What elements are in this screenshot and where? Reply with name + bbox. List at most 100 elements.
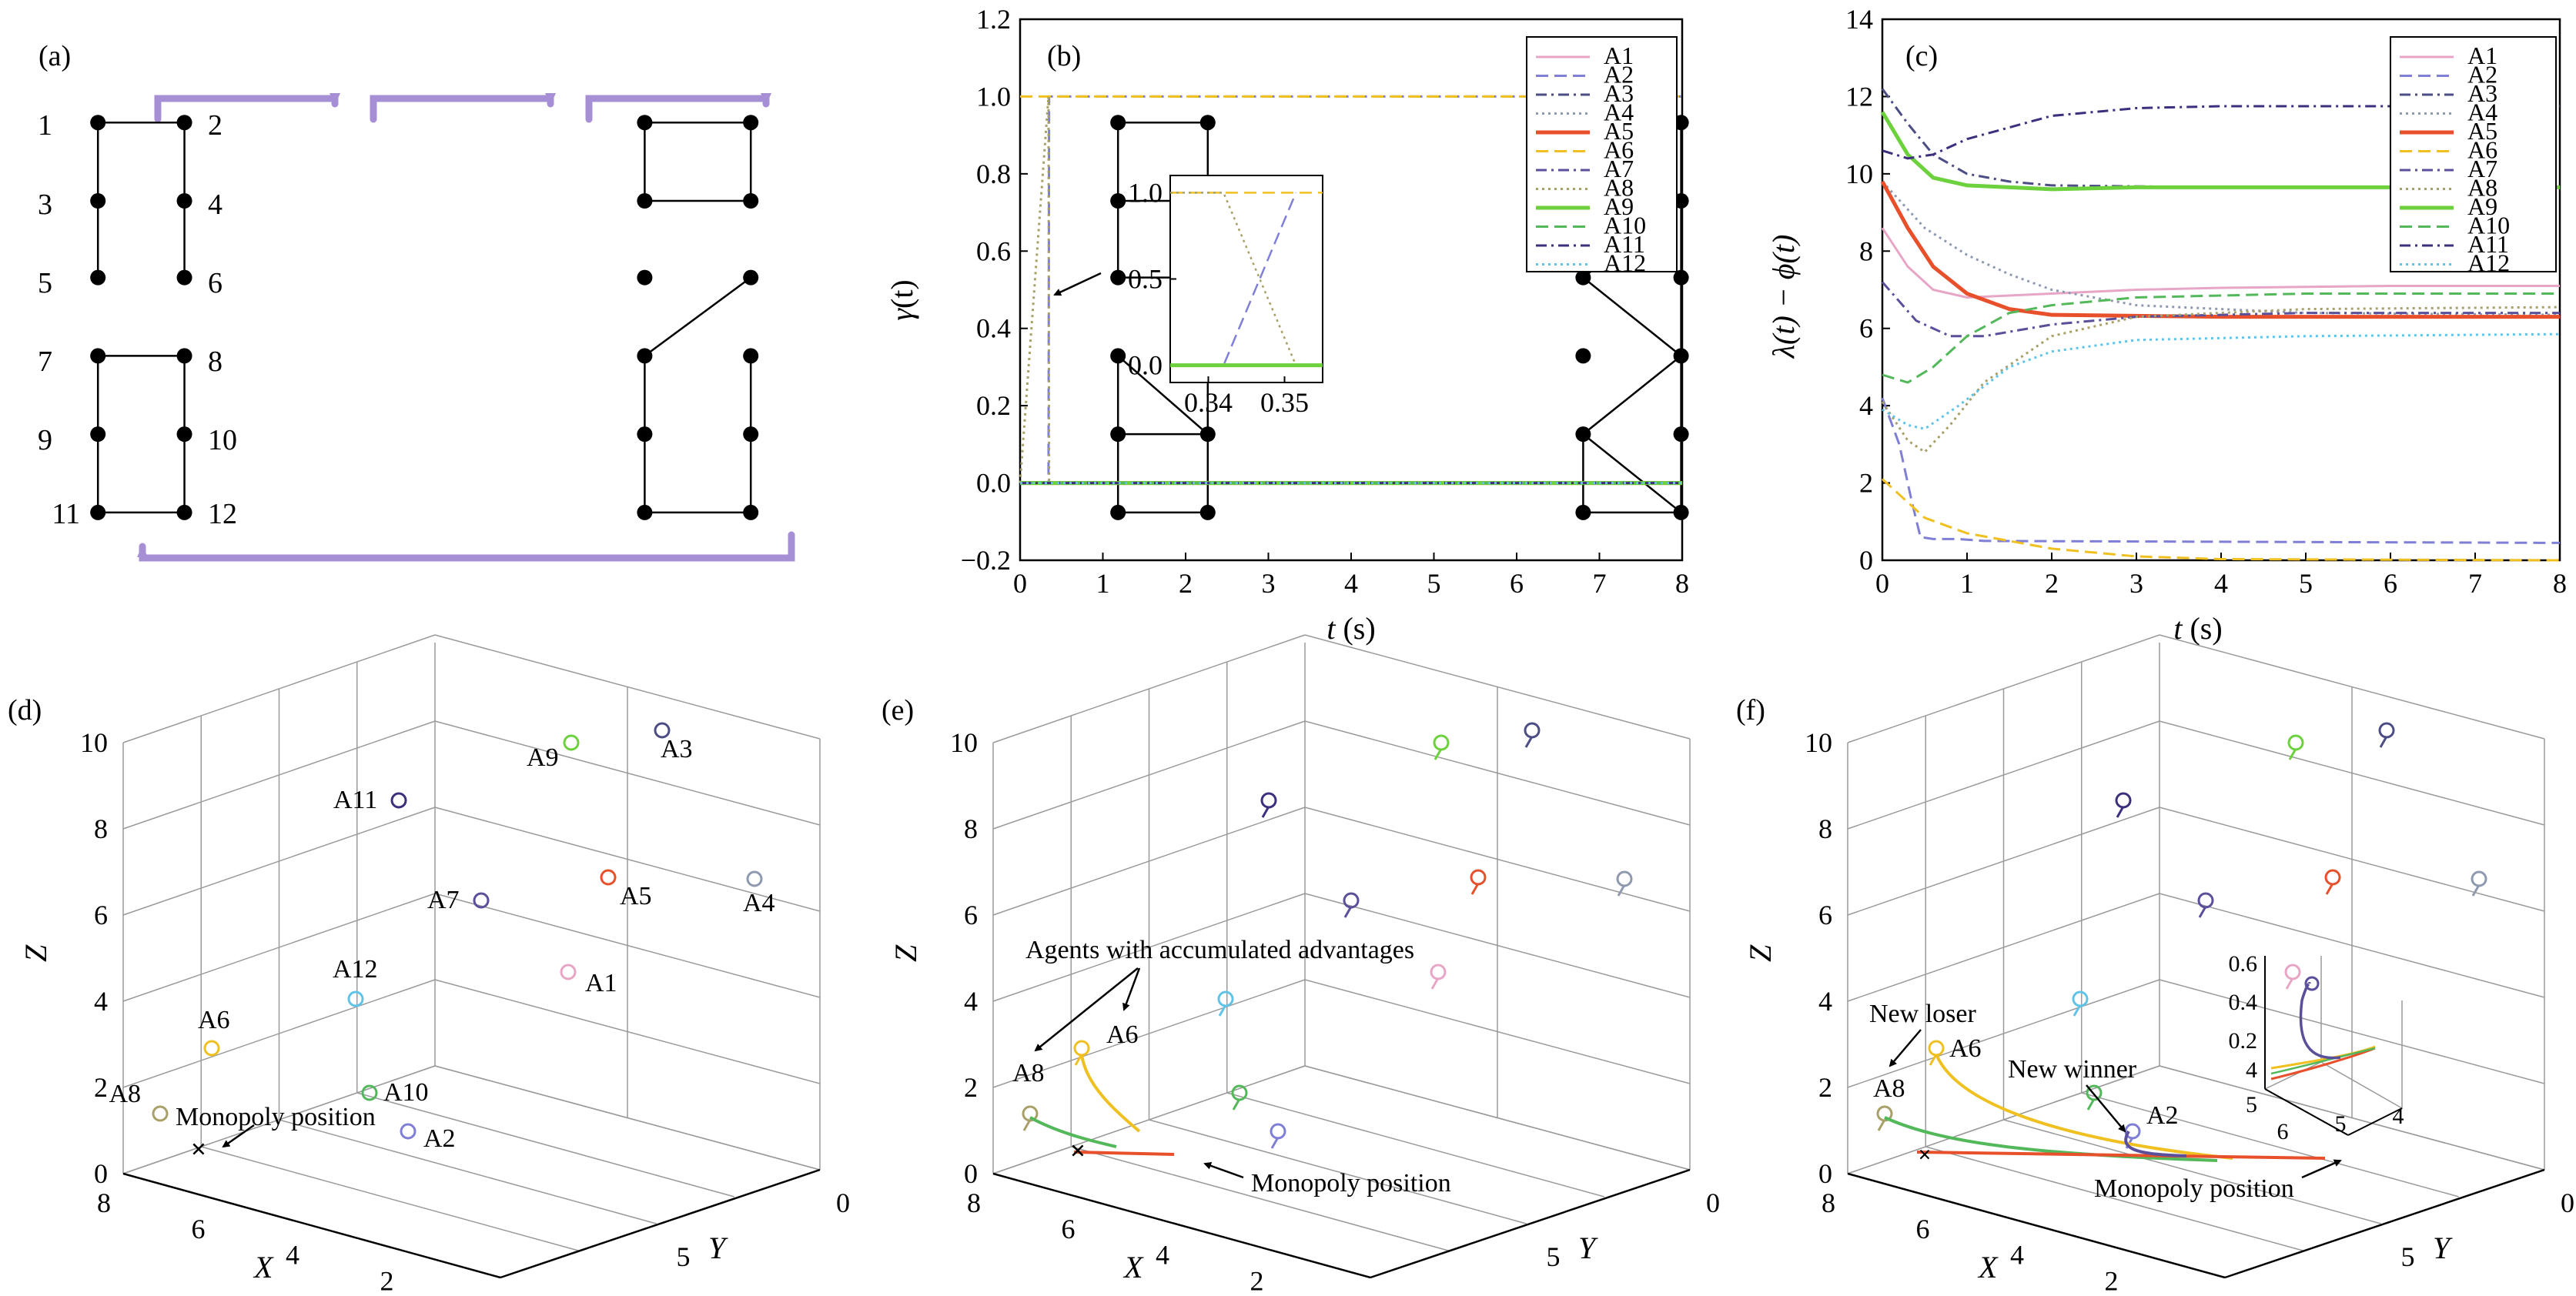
x-tick-label: 8	[1675, 568, 1689, 599]
y-tick-label: 5	[677, 1241, 691, 1272]
inset-y-tick-label: 5	[2246, 1092, 2257, 1117]
legend-entry-a1: A1	[2467, 42, 2497, 69]
annotation-a6: A6	[1106, 1020, 1139, 1049]
legend-entry-a11: A11	[2467, 230, 2509, 258]
x-tick-label: 1	[1096, 568, 1110, 599]
graph-node	[1110, 348, 1126, 364]
y-tick-label: 0	[2561, 1187, 2574, 1218]
series-line-a6	[1881, 478, 2561, 562]
graph-edge	[1117, 355, 1209, 436]
node-label-4: 4	[208, 189, 222, 221]
graph-node	[1575, 348, 1591, 364]
floor-grid	[1071, 1146, 1449, 1251]
trajectories	[1884, 1054, 2326, 1162]
trajectories	[1029, 1054, 1175, 1156]
series-line-a3	[1881, 88, 2560, 189]
y-tick-label: 0.2	[976, 390, 1011, 421]
trajectory-a6	[1935, 1054, 2233, 1160]
x-tick-label: 0	[1344, 1291, 1358, 1296]
switch-arrow-1	[154, 93, 340, 123]
topology-2	[637, 115, 759, 520]
floor-grid	[1149, 1119, 1527, 1224]
agent-tail-a8	[1022, 1119, 1032, 1131]
graph-node	[637, 348, 653, 364]
legend-entry-a8: A8	[1604, 174, 1634, 202]
y-tick-label: 0.4	[976, 313, 1011, 344]
x-tick-label: 6	[192, 1214, 206, 1244]
monopoly-annotation: Monopoly position	[1251, 1169, 1451, 1197]
agent-point-a11	[2115, 792, 2132, 809]
panel-c-series	[1880, 88, 2561, 562]
y-axis-line	[2224, 1168, 2545, 1279]
inset-z-tick-label: 0.4	[2229, 990, 2258, 1015]
graph-node	[743, 115, 759, 131]
agent-point-a6	[203, 1040, 220, 1057]
monopoly-marker: ×	[1070, 1135, 1086, 1166]
agent-tail-a9	[2288, 748, 2297, 760]
graph-node	[637, 269, 653, 286]
inset-y-tick-label: 1.0	[1128, 177, 1163, 208]
graph-node	[1575, 269, 1591, 286]
box-ticks-f: 0246810864201050XYZ	[1743, 727, 2574, 1296]
inset-x-tick-label: 5	[2335, 1111, 2347, 1137]
agent-point-a3	[1524, 722, 1541, 739]
graph-node	[743, 426, 759, 443]
y-axis-label: Y	[708, 1231, 728, 1265]
panel-b-ticks: 0 1 2 3 4 5 6 7 8 −0.2 0.0 0.2 0.4 0.6 0.8 1.0 1.2	[961, 4, 1689, 599]
graph-edge	[1582, 355, 1682, 436]
z-tick-label: 6	[94, 900, 108, 930]
legend-entry-a6: A6	[1604, 136, 1634, 164]
inset-back-wall	[2320, 956, 2403, 1110]
agent-tail-a8	[1877, 1119, 1886, 1131]
agent-label-a9: A9	[527, 743, 559, 772]
agent-tail-a1	[1430, 977, 1440, 990]
z-tick-label: 10	[1805, 727, 1832, 758]
graph-node	[176, 193, 192, 209]
agent-point-a6	[1073, 1040, 1090, 1057]
agent-point-a3	[654, 722, 671, 739]
graph-node	[90, 115, 106, 131]
legend-entry-a10: A10	[1604, 212, 1646, 239]
agent-point-a11	[1260, 792, 1277, 809]
panel-b-inset-pointer-arrow	[1053, 272, 1102, 296]
z-tick-label: 0	[1818, 1158, 1832, 1189]
annotation-a8: A8	[1873, 1074, 1905, 1103]
z-tick-label: 8	[94, 813, 108, 844]
agent-tail-a5	[2325, 883, 2334, 895]
node-label-6: 6	[208, 267, 222, 299]
agent-point-a9	[2287, 734, 2304, 751]
monopoly-marker: ×	[1918, 1142, 1931, 1167]
y-tick-label: 5	[2401, 1241, 2415, 1272]
agent-tail-a11	[2116, 806, 2125, 818]
trajectory-a2	[2124, 1130, 2187, 1157]
graph-node	[1110, 115, 1126, 131]
y-tick-label: 4	[1859, 390, 1873, 421]
panel-c-xlabel-t: t	[2173, 611, 2183, 646]
node-label-10: 10	[208, 424, 237, 456]
trajectory-monopoly	[1916, 1151, 2326, 1160]
x-axis-label: X	[253, 1250, 274, 1284]
x-tick-label: 6	[1062, 1214, 1076, 1244]
legend-entry-a5: A5	[1604, 117, 1634, 145]
z-tick-label: 4	[94, 986, 108, 1017]
panel-b-xlabel-t: t	[1326, 611, 1336, 646]
series-line-a2	[1881, 397, 2561, 544]
trajectory-a8	[1884, 1116, 2218, 1162]
node-label-11: 11	[52, 498, 80, 530]
legend-entry-a9: A9	[2467, 192, 2497, 220]
inset-y-tick-label: 0.5	[1128, 264, 1163, 295]
y-tick-label: 1.2	[976, 4, 1011, 35]
agent-point-a7	[1343, 892, 1360, 909]
monopoly-arrow	[1203, 1162, 1244, 1179]
legend-box	[1526, 36, 1678, 272]
panel-b-ylabel: γ(t)	[885, 279, 919, 321]
y-tick-label: 6	[1859, 313, 1873, 344]
x-tick-label: 4	[2214, 568, 2228, 599]
x-tick-label: 6	[2384, 568, 2397, 599]
z-tick-label: 10	[80, 727, 108, 758]
graph-node	[90, 426, 106, 443]
